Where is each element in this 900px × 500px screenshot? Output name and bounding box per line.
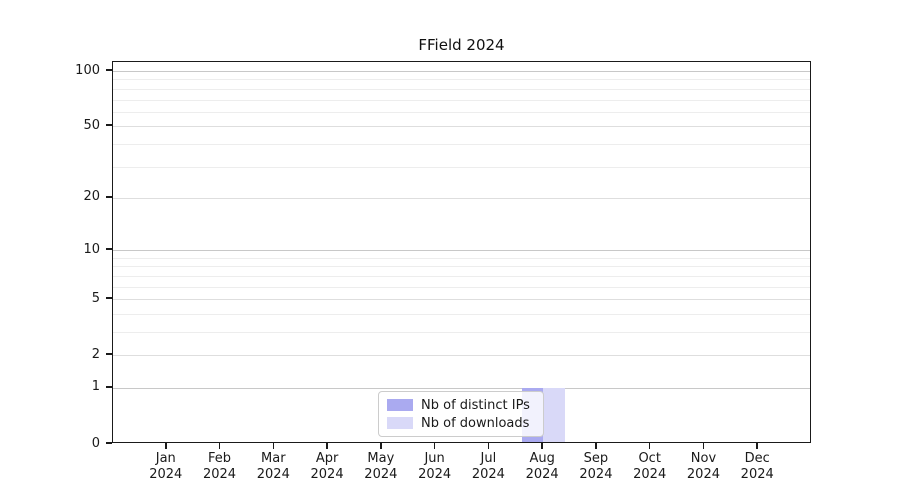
gridline-y-100 (113, 71, 810, 73)
x-tick-label-oct: Oct 2024 (633, 451, 667, 482)
x-tick-label-jan: Jan 2024 (149, 451, 183, 482)
y-tick-label-1: 1 (91, 379, 100, 395)
x-tick-dec (756, 443, 759, 449)
chart-title: FField 2024 (418, 36, 505, 54)
x-tick-apr (326, 443, 328, 449)
gridline-y-10 (113, 250, 810, 252)
gridline-y-50 (113, 126, 810, 128)
x-tick-oct (648, 443, 651, 449)
gridline-y-90 (113, 79, 810, 81)
gridline-y-80 (113, 88, 810, 90)
x-tick-label-apr: Apr 2024 (310, 451, 344, 482)
x-tick-aug (541, 443, 543, 449)
gridline-y-8 (113, 266, 810, 268)
x-tick-nov (702, 443, 705, 449)
y-tick-10 (106, 248, 112, 251)
x-tick-label-aug: Aug 2024 (525, 451, 559, 482)
x-tick-label-jul: Jul 2024 (471, 451, 505, 482)
x-tick-sep (595, 443, 597, 449)
x-tick-feb (218, 443, 221, 449)
x-tick-may (380, 443, 382, 449)
gridline-y-60 (113, 111, 810, 113)
legend-label-downloads: Nb of downloads (421, 415, 530, 431)
y-tick-20 (106, 196, 112, 198)
y-tick-50 (106, 124, 112, 127)
y-tick-1 (106, 386, 112, 388)
gridline-y-6 (113, 286, 810, 288)
legend-swatch-distinct-ips (387, 399, 413, 411)
y-tick-label-50: 50 (83, 117, 100, 133)
legend-label-distinct-ips: Nb of distinct IPs (421, 397, 530, 413)
x-tick-label-dec: Dec 2024 (740, 451, 774, 482)
gridline-y-70 (113, 99, 810, 101)
y-tick-0 (106, 442, 112, 444)
y-tick-label-20: 20 (83, 189, 100, 205)
legend-item-downloads: Nb of downloads (387, 416, 535, 431)
x-tick-jun (433, 443, 436, 449)
gridline-y-3 (113, 331, 810, 333)
gridline-y-40 (113, 143, 810, 145)
x-tick-label-nov: Nov 2024 (686, 451, 720, 482)
legend-swatch-downloads (387, 417, 413, 429)
x-tick-label-sep: Sep 2024 (579, 451, 613, 482)
y-tick-5 (106, 297, 112, 299)
y-tick-label-0: 0 (91, 435, 100, 451)
x-tick-label-mar: Mar 2024 (256, 451, 290, 482)
y-tick-label-100: 100 (75, 62, 100, 78)
y-tick-2 (106, 353, 112, 356)
x-tick-label-jun: Jun 2024 (418, 451, 452, 482)
y-tick-label-2: 2 (91, 346, 100, 362)
gridline-y-20 (113, 197, 810, 199)
gridline-y-7 (113, 275, 810, 277)
x-tick-jan (164, 443, 167, 449)
y-tick-label-5: 5 (91, 290, 100, 306)
gridline-y-5 (113, 299, 810, 301)
x-tick-label-feb: Feb 2024 (202, 451, 237, 482)
gridline-y-30 (113, 166, 810, 168)
x-tick-jul (487, 443, 490, 449)
legend-item-distinct-ips: Nb of distinct IPs (387, 398, 535, 413)
y-tick-label-10: 10 (83, 241, 100, 257)
gridline-y-2 (113, 355, 810, 357)
x-tick-mar (272, 443, 275, 449)
x-tick-label-may: May 2024 (364, 451, 398, 482)
gridline-y-1 (113, 387, 810, 389)
plot-area (112, 61, 811, 443)
bar-downloads-aug (543, 387, 565, 443)
y-tick-100 (106, 69, 112, 71)
legend: Nb of distinct IPs Nb of downloads (378, 391, 544, 437)
gridline-y-9 (113, 257, 810, 259)
gridline-y-4 (113, 313, 810, 315)
